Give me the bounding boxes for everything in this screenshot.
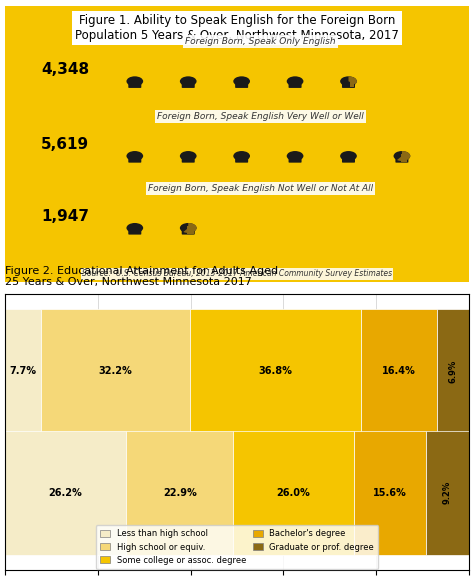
Text: 16.4%: 16.4% xyxy=(382,366,416,376)
Text: 6.9%: 6.9% xyxy=(449,359,458,382)
FancyBboxPatch shape xyxy=(128,154,141,162)
FancyBboxPatch shape xyxy=(401,154,408,162)
Text: Foreign Born, Speak Only English: Foreign Born, Speak Only English xyxy=(185,37,336,46)
Circle shape xyxy=(180,76,197,86)
FancyBboxPatch shape xyxy=(128,79,141,88)
FancyBboxPatch shape xyxy=(395,154,409,162)
FancyBboxPatch shape xyxy=(342,79,355,88)
Bar xyxy=(361,309,437,433)
Text: 1,947: 1,947 xyxy=(41,209,89,223)
FancyBboxPatch shape xyxy=(182,226,195,234)
Wedge shape xyxy=(183,223,197,233)
Circle shape xyxy=(233,76,250,86)
Bar xyxy=(354,430,426,555)
Circle shape xyxy=(127,76,143,86)
Circle shape xyxy=(287,76,303,86)
Circle shape xyxy=(340,76,357,86)
Bar xyxy=(40,309,190,433)
Text: 15.6%: 15.6% xyxy=(373,488,407,498)
Text: Figure 2. Educational Attainment for Adults Aged
25 Years & Over, Northwest Minn: Figure 2. Educational Attainment for Adu… xyxy=(5,266,278,287)
FancyBboxPatch shape xyxy=(235,79,248,88)
Bar xyxy=(426,430,469,555)
Circle shape xyxy=(287,151,303,161)
Text: 7.7%: 7.7% xyxy=(9,366,36,376)
FancyBboxPatch shape xyxy=(289,79,301,88)
Text: Foreign Born, Speak English Very Well or Well: Foreign Born, Speak English Very Well or… xyxy=(157,112,364,121)
FancyBboxPatch shape xyxy=(5,6,469,282)
Text: 5,619: 5,619 xyxy=(41,137,89,151)
Text: 9.2%: 9.2% xyxy=(443,481,452,505)
Text: 36.8%: 36.8% xyxy=(259,366,292,376)
Bar xyxy=(437,309,469,433)
Text: Source:  U.S. Census Bureau, 2013-2017 American Community Survey Estimates: Source: U.S. Census Bureau, 2013-2017 Am… xyxy=(82,270,392,278)
Circle shape xyxy=(340,151,357,161)
Legend: Less than high school, High school or equiv., Some college or assoc. degree, Bac: Less than high school, High school or eq… xyxy=(96,525,378,569)
Circle shape xyxy=(127,151,143,161)
Text: 26.0%: 26.0% xyxy=(276,488,310,498)
FancyBboxPatch shape xyxy=(128,226,141,234)
Bar xyxy=(5,309,40,433)
Bar xyxy=(5,430,127,555)
FancyBboxPatch shape xyxy=(342,154,355,162)
Wedge shape xyxy=(397,151,410,161)
FancyBboxPatch shape xyxy=(182,154,195,162)
Circle shape xyxy=(180,151,197,161)
Circle shape xyxy=(180,223,197,233)
Bar xyxy=(190,309,361,433)
Circle shape xyxy=(393,151,410,161)
FancyBboxPatch shape xyxy=(350,79,354,88)
Circle shape xyxy=(127,223,143,233)
Text: 4,348: 4,348 xyxy=(41,62,89,77)
FancyBboxPatch shape xyxy=(182,79,195,88)
Circle shape xyxy=(233,151,250,161)
FancyBboxPatch shape xyxy=(187,226,194,234)
FancyBboxPatch shape xyxy=(289,154,301,162)
Text: Foreign Born, Speak English Not Well or Not At All: Foreign Born, Speak English Not Well or … xyxy=(148,184,373,193)
Text: 26.2%: 26.2% xyxy=(49,488,82,498)
FancyBboxPatch shape xyxy=(235,154,248,162)
Text: 22.9%: 22.9% xyxy=(163,488,197,498)
Wedge shape xyxy=(348,76,357,84)
Text: Figure 1. Ability to Speak English for the Foreign Born
Population 5 Years & Ove: Figure 1. Ability to Speak English for t… xyxy=(75,14,399,42)
Text: 32.2%: 32.2% xyxy=(99,366,132,376)
Bar xyxy=(233,430,354,555)
Bar xyxy=(127,430,233,555)
